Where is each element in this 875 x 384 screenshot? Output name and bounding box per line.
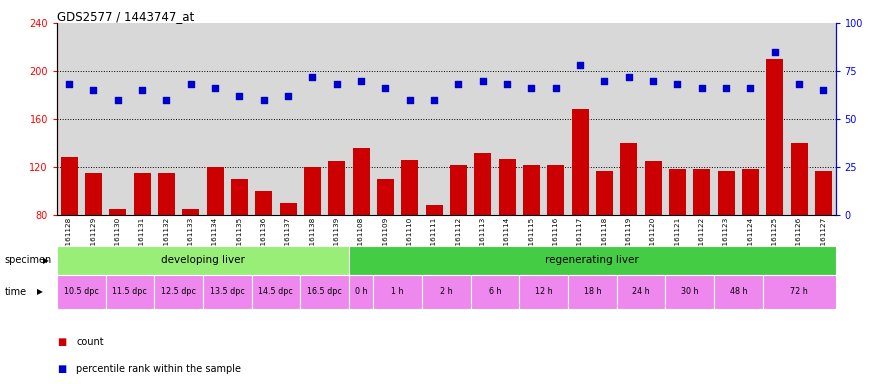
- Point: [646, 78, 660, 84]
- Bar: [231, 179, 248, 311]
- Bar: [693, 169, 710, 311]
- Point: [354, 78, 368, 84]
- Bar: [402, 160, 418, 311]
- Point: [233, 93, 247, 99]
- Point: [719, 85, 733, 91]
- Text: 12 h: 12 h: [535, 287, 552, 296]
- Bar: [620, 143, 637, 311]
- Bar: [328, 161, 346, 311]
- Bar: [158, 173, 175, 311]
- Point: [524, 85, 538, 91]
- Point: [744, 85, 758, 91]
- Bar: [255, 191, 272, 311]
- Point: [184, 81, 198, 88]
- Text: 1 h: 1 h: [391, 287, 404, 296]
- Text: 16.5 dpc: 16.5 dpc: [307, 287, 342, 296]
- Point: [549, 85, 563, 91]
- Bar: [499, 159, 515, 311]
- Bar: [85, 173, 102, 311]
- Bar: [206, 167, 224, 311]
- Text: 0 h: 0 h: [355, 287, 367, 296]
- Point: [256, 97, 270, 103]
- Point: [378, 85, 392, 91]
- Text: 6 h: 6 h: [488, 287, 501, 296]
- Text: 13.5 dpc: 13.5 dpc: [210, 287, 245, 296]
- Text: ■: ■: [57, 337, 66, 347]
- Point: [670, 81, 684, 88]
- Text: developing liver: developing liver: [161, 255, 245, 265]
- Text: 18 h: 18 h: [584, 287, 601, 296]
- Bar: [596, 170, 613, 311]
- Point: [816, 87, 830, 93]
- Text: 48 h: 48 h: [730, 287, 747, 296]
- Text: 11.5 dpc: 11.5 dpc: [113, 287, 147, 296]
- Text: GDS2577 / 1443747_at: GDS2577 / 1443747_at: [57, 10, 194, 23]
- Text: regenerating liver: regenerating liver: [545, 255, 639, 265]
- Point: [87, 87, 101, 93]
- Point: [281, 93, 295, 99]
- Bar: [474, 152, 491, 311]
- Text: 10.5 dpc: 10.5 dpc: [64, 287, 99, 296]
- Bar: [60, 157, 78, 311]
- Text: 72 h: 72 h: [790, 287, 808, 296]
- Point: [476, 78, 490, 84]
- Bar: [571, 109, 589, 311]
- Bar: [815, 170, 832, 311]
- Text: count: count: [76, 337, 104, 347]
- Text: percentile rank within the sample: percentile rank within the sample: [76, 364, 242, 374]
- Point: [452, 81, 466, 88]
- Bar: [109, 209, 126, 311]
- Bar: [547, 165, 564, 311]
- Point: [573, 62, 587, 68]
- Point: [208, 85, 222, 91]
- Point: [792, 81, 806, 88]
- Point: [330, 81, 344, 88]
- Point: [305, 74, 319, 80]
- Point: [598, 78, 612, 84]
- Bar: [668, 169, 686, 311]
- Text: 12.5 dpc: 12.5 dpc: [161, 287, 196, 296]
- Point: [695, 85, 709, 91]
- Text: ■: ■: [57, 364, 66, 374]
- Bar: [353, 148, 369, 311]
- Text: 30 h: 30 h: [681, 287, 698, 296]
- Bar: [523, 165, 540, 311]
- Point: [427, 97, 441, 103]
- Bar: [425, 205, 443, 311]
- Point: [500, 81, 514, 88]
- Bar: [134, 173, 150, 311]
- Bar: [279, 203, 297, 311]
- Bar: [742, 169, 759, 311]
- Text: 14.5 dpc: 14.5 dpc: [258, 287, 293, 296]
- Point: [135, 87, 149, 93]
- Point: [767, 49, 781, 55]
- Bar: [182, 209, 200, 311]
- Text: 2 h: 2 h: [440, 287, 452, 296]
- Text: specimen: specimen: [4, 255, 52, 265]
- Bar: [377, 179, 394, 311]
- Bar: [304, 167, 321, 311]
- Text: ▶: ▶: [38, 287, 43, 296]
- Bar: [718, 170, 735, 311]
- Text: time: time: [4, 287, 26, 297]
- Bar: [645, 161, 662, 311]
- Bar: [450, 165, 467, 311]
- Point: [622, 74, 636, 80]
- Text: ▶: ▶: [43, 256, 48, 265]
- Text: 24 h: 24 h: [632, 287, 650, 296]
- Point: [62, 81, 76, 88]
- Bar: [791, 143, 808, 311]
- Point: [159, 97, 173, 103]
- Point: [111, 97, 125, 103]
- Bar: [766, 59, 783, 311]
- Point: [402, 97, 416, 103]
